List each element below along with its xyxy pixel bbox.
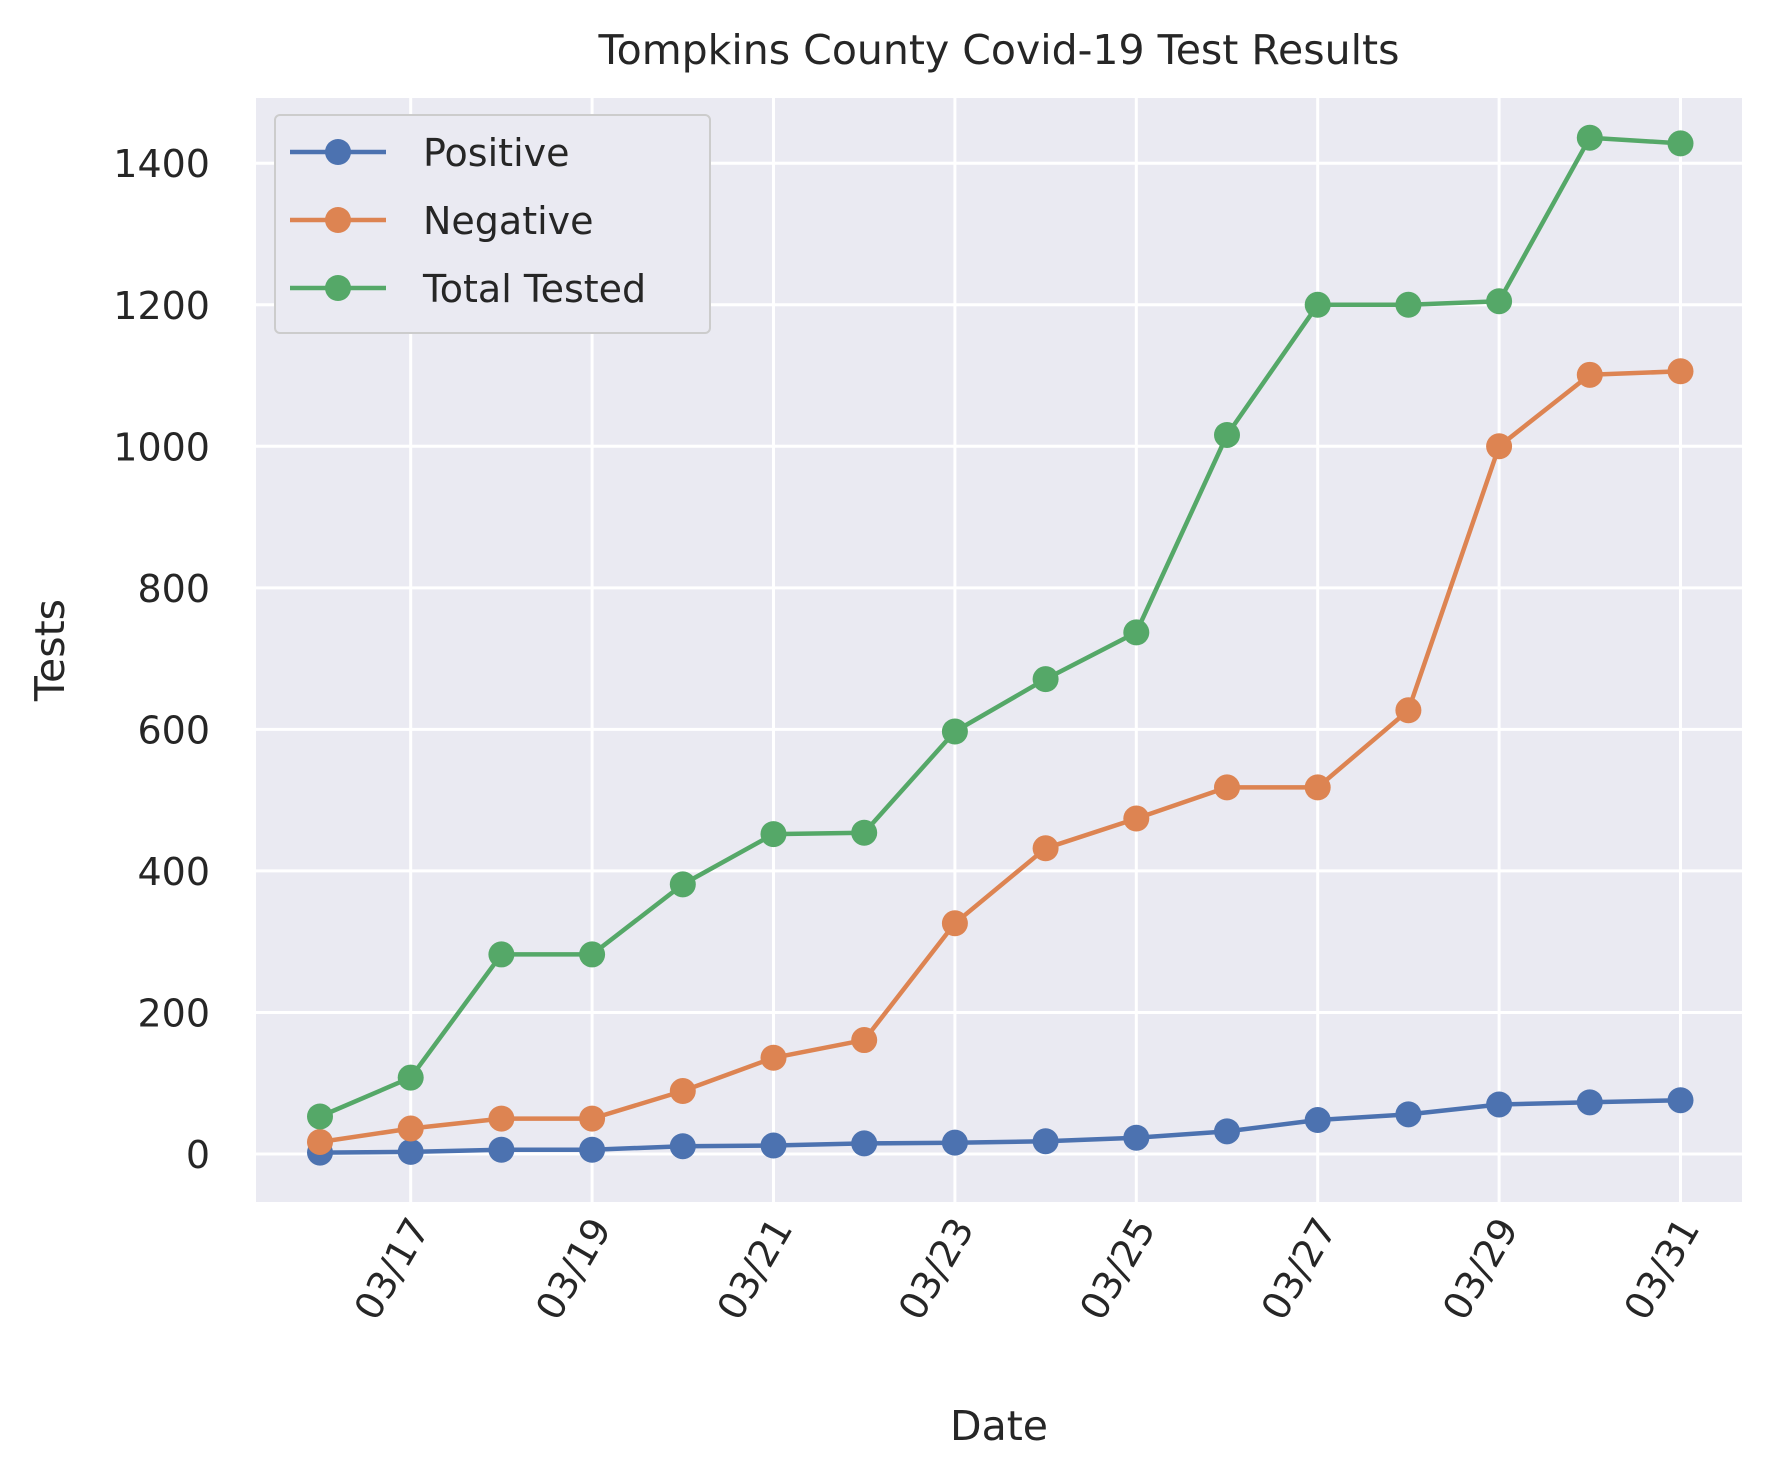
y-tick-label: 1200 [113, 284, 210, 328]
series-total-tested [307, 124, 1694, 1130]
series-positive [307, 1087, 1694, 1166]
legend-frame [274, 114, 711, 334]
y-tick-label: 400 [137, 850, 210, 894]
data-point [851, 1130, 878, 1157]
data-point [941, 910, 968, 937]
data-point [1032, 666, 1059, 693]
data-point [1214, 1118, 1240, 1145]
y-tick-label: 1400 [113, 142, 210, 186]
data-point [851, 1027, 878, 1054]
data-point [397, 1064, 424, 1091]
legend-item: Negative [290, 199, 594, 243]
data-point [1123, 1124, 1150, 1151]
y-tick-label: 200 [137, 991, 210, 1035]
data-point [579, 1105, 606, 1132]
y-tick-label: 600 [137, 708, 210, 752]
data-point [1667, 358, 1694, 385]
data-point [1486, 433, 1513, 460]
data-point [760, 821, 787, 848]
data-point [1214, 421, 1240, 448]
y-tick-label: 1000 [113, 425, 210, 469]
data-point [1123, 619, 1150, 646]
legend-label: Positive [423, 131, 570, 175]
data-point [1395, 697, 1422, 724]
data-point [941, 1129, 968, 1156]
data-point [579, 1136, 606, 1163]
y-tick-label: 800 [137, 567, 210, 611]
legend-item: Total Tested [290, 267, 646, 311]
data-point [1667, 1087, 1694, 1114]
legend-label: Total Tested [422, 267, 646, 311]
data-point [1304, 291, 1331, 318]
data-point [1576, 1089, 1603, 1116]
data-point [941, 718, 968, 745]
legend: Positive Negative Total Tested [274, 114, 711, 334]
series-line [319, 135, 1681, 1119]
data-point [1486, 288, 1513, 315]
data-point [669, 1078, 696, 1105]
x-axis-label: Date [950, 1402, 1048, 1450]
data-point [397, 1115, 424, 1142]
series-line [319, 1097, 1681, 1155]
series-line [319, 369, 1681, 1145]
data-point [579, 941, 606, 968]
data-point [488, 1136, 515, 1163]
data-point [1123, 805, 1150, 832]
y-axis-label: Tests [26, 599, 74, 702]
data-point [307, 1103, 333, 1130]
data-point [1486, 1091, 1513, 1118]
data-point [1667, 130, 1694, 157]
data-point [1395, 291, 1422, 318]
data-point [851, 819, 878, 846]
data-point [669, 871, 696, 898]
legend-item: Positive [290, 131, 570, 175]
data-point [760, 1132, 787, 1159]
data-point [669, 1133, 696, 1160]
data-point [760, 1044, 787, 1071]
data-point [488, 1105, 515, 1132]
data-point [1395, 1101, 1422, 1128]
data-point [1304, 774, 1331, 801]
legend-marker [325, 207, 351, 233]
data-point [1304, 1107, 1331, 1134]
legend-label: Negative [423, 199, 594, 243]
data-point [1032, 835, 1059, 862]
data-point [1576, 124, 1603, 151]
legend-marker [325, 275, 351, 301]
data-point [488, 941, 515, 968]
chart-title: Tompkins County Covid-19 Test Results [598, 26, 1400, 74]
series-negative [307, 358, 1694, 1155]
legend-marker [325, 139, 351, 165]
data-point [1214, 774, 1240, 801]
data-point [397, 1138, 424, 1165]
data-point [1576, 361, 1603, 388]
data-point [1032, 1128, 1059, 1155]
data-point [307, 1128, 333, 1155]
y-tick-label: 0 [186, 1133, 210, 1177]
